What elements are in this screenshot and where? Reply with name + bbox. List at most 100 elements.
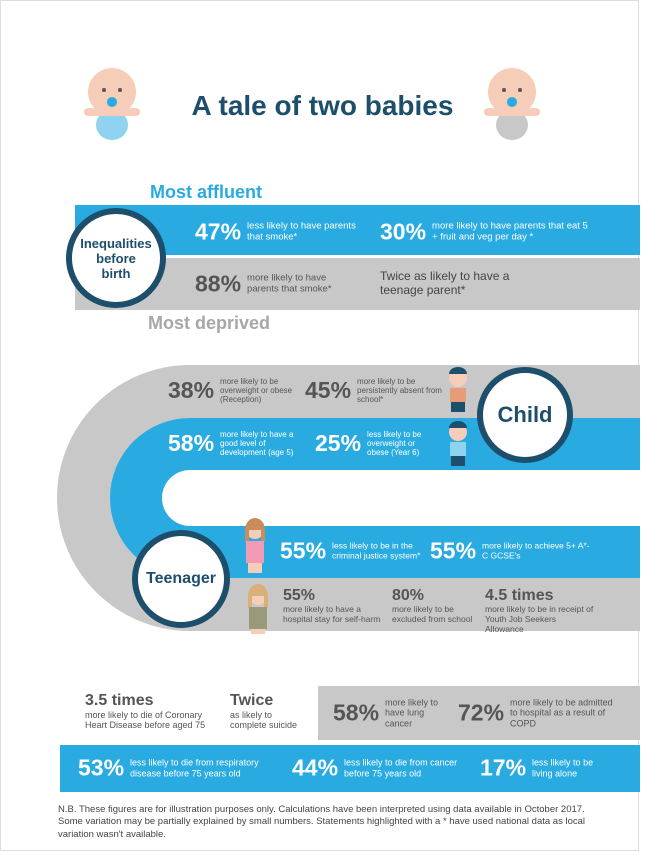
figure: 88%	[195, 270, 242, 297]
stage-circle: Inequalities before birth	[66, 208, 166, 308]
shape	[246, 541, 264, 563]
child-icon	[449, 367, 467, 412]
shape	[502, 88, 506, 92]
shape	[450, 442, 466, 456]
figure: 3.5 times	[85, 692, 154, 709]
stat: 80% more likely to be excluded from schoo…	[392, 587, 477, 625]
stat-text: as likely to complete suicide	[230, 710, 298, 731]
stat: 25% less likely to be overweight or obese…	[315, 430, 437, 458]
stage-label: Inequalities before birth	[80, 235, 152, 281]
stat: 3.5 times more likely to die of Coronary …	[85, 692, 215, 731]
figure: 45%	[305, 377, 352, 404]
stat-text: less likely to be living alone	[532, 757, 594, 778]
stat-text: more likely to be overweight or obese (R…	[220, 377, 293, 405]
figure: 55%	[280, 537, 327, 564]
stat-text: more likely to have a good level of deve…	[220, 430, 294, 458]
stat-text: less likely to be in the criminal justic…	[332, 540, 421, 560]
stat: 55% less likely to be in the criminal jus…	[280, 538, 422, 565]
shape	[507, 97, 517, 107]
figure: 25%	[315, 430, 362, 457]
adult-affluent-band	[60, 745, 640, 792]
shape	[251, 629, 265, 634]
stat: Twice as likely to complete suicide	[230, 692, 310, 731]
shape	[518, 88, 522, 92]
figure: 58%	[168, 430, 215, 457]
figure: 55%	[283, 587, 316, 604]
shape	[102, 88, 106, 92]
stage-circle: Child	[477, 367, 573, 463]
deprived-label: Most deprived	[148, 313, 271, 333]
stat: 17% less likely to be living alone	[480, 755, 602, 782]
shape	[248, 563, 262, 573]
shape	[88, 68, 136, 116]
affluent-label: Most affluent	[150, 182, 262, 202]
title: A tale of two babies	[191, 90, 454, 121]
shape	[245, 518, 265, 542]
stat: 47% less likely to have parents that smok…	[195, 219, 357, 246]
stat: 58% more likely to have a good level of d…	[168, 430, 305, 458]
stat: 88% more likely to have parents that smok…	[195, 271, 357, 298]
stat: 72% more likely to be admitted to hospita…	[458, 697, 620, 728]
stat-text: less likely to have parents that smoke*	[247, 220, 356, 242]
stage-circle: Teenager	[132, 530, 230, 628]
stat: Twice as likely to have a teenage parent…	[380, 269, 520, 298]
deprived-band	[75, 258, 640, 310]
child-icon	[449, 421, 467, 466]
stat-text: more likely to achieve 5+ A*- C GCSE's	[482, 540, 590, 560]
figure: 72%	[458, 699, 505, 726]
stat: 44% less likely to die from cancer before…	[292, 755, 459, 782]
adult-deprived-band	[318, 686, 640, 740]
stat: 30% more likely to have parents that eat …	[380, 219, 592, 246]
stat: 38% more likely to be overweight or obese…	[168, 377, 300, 405]
stat: 45% more likely to be persistently absent…	[305, 377, 442, 405]
figure: 55%	[430, 537, 477, 564]
stat-text: Twice as likely to have a teenage parent…	[380, 269, 510, 297]
snake-gap	[162, 470, 640, 526]
figure: 44%	[292, 754, 339, 781]
shape	[451, 456, 465, 466]
shape	[488, 68, 536, 116]
teenager-icon	[245, 518, 265, 573]
teenager-icon	[248, 584, 268, 634]
shape	[118, 88, 122, 92]
shape	[96, 110, 128, 140]
figure: 17%	[480, 754, 527, 781]
stat: 55% more likely to achieve 5+ A*- C GCSE'…	[430, 538, 592, 565]
figure: 30%	[380, 218, 427, 245]
stat-text: more likely to be in receipt of Youth Jo…	[485, 604, 594, 634]
stat-text: more likely to have parents that smoke*	[247, 272, 332, 294]
shape	[84, 108, 140, 116]
baby-icon	[484, 68, 540, 140]
stat-text: more likely to be admitted to hospital a…	[510, 697, 613, 729]
stat-text: less likely to die from cancer before 75…	[344, 757, 458, 778]
stage-label: Child	[497, 402, 553, 427]
stat-text: more likely to have parents that eat 5 +…	[432, 220, 588, 242]
figure: 4.5 times	[485, 587, 554, 604]
affluent-band	[75, 205, 640, 255]
shape	[449, 421, 467, 428]
shape	[248, 584, 268, 608]
figure: 47%	[195, 218, 242, 245]
baby-icon	[84, 68, 140, 140]
shape	[449, 367, 467, 374]
stat-text: less likely to die from respiratory dise…	[130, 757, 259, 778]
stat: 58% more likely to have lung cancer	[333, 697, 445, 728]
shape	[451, 402, 465, 412]
shape	[484, 108, 540, 116]
stat: 53% less likely to die from respiratory d…	[78, 755, 270, 782]
stat: 4.5 times more likely to be in receipt of…	[485, 587, 595, 634]
stat-text: more likely to be persistently absent fr…	[357, 377, 442, 405]
figure: Twice	[230, 692, 274, 709]
stat-text: more likely to be excluded from school	[392, 604, 473, 624]
stat-text: more likely to have lung cancer	[385, 697, 439, 729]
stat: 55% more likely to have a hospital stay f…	[283, 587, 383, 625]
footnote: N.B. These figures are for illustration …	[58, 804, 586, 840]
figure: 38%	[168, 377, 215, 404]
shape	[450, 388, 466, 402]
shape	[107, 97, 117, 107]
figure: 58%	[333, 699, 380, 726]
shape	[249, 607, 267, 629]
figure: 80%	[392, 587, 425, 604]
